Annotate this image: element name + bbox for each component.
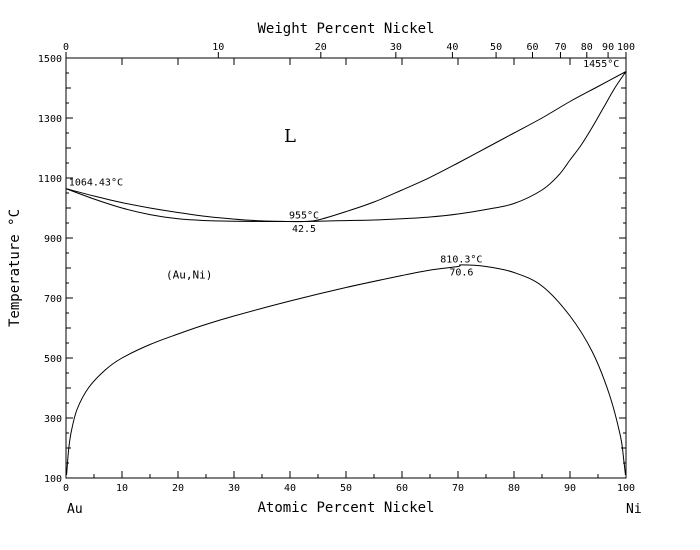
- phase-region-label: L: [284, 126, 296, 147]
- y-tick-label: 100: [44, 474, 62, 485]
- top-tick-label: 40: [446, 42, 458, 53]
- x-tick-label: 0: [63, 483, 69, 494]
- y-tick-label: 1300: [38, 114, 62, 125]
- x-tick-label: 90: [564, 483, 576, 494]
- x-tick-label: 30: [228, 483, 240, 494]
- labels-layer: 0 10 20 30 40 50 60 70 80 90 100100300500700900110…: [38, 42, 635, 494]
- x-tick-label: 80: [508, 483, 520, 494]
- top-tick-label: 0: [63, 42, 69, 53]
- curves-layer: [65, 71, 627, 476]
- top-tick-label: 30: [390, 42, 402, 53]
- miscibility-gap-curve: [66, 264, 626, 476]
- y-tick-label: 1100: [38, 174, 62, 185]
- left-element-label: Au: [67, 502, 83, 517]
- x-tick-label: 70: [452, 483, 464, 494]
- x-tick-label: 20: [172, 483, 184, 494]
- plot-frame: [65, 57, 627, 479]
- annotation-label: 955°C: [289, 211, 319, 222]
- x-axis-title: Atomic Percent Nickel: [257, 500, 434, 516]
- x-tick-label: 100: [617, 483, 635, 494]
- top-tick-label: 70: [554, 42, 566, 53]
- top-tick-label: 90: [602, 42, 614, 53]
- top-tick-label: 80: [581, 42, 593, 53]
- x-tick-label: 60: [396, 483, 408, 494]
- annotation-label: 1455°C: [583, 59, 619, 70]
- annotation-label: 810.3°C: [440, 255, 482, 266]
- y-tick-label: 500: [44, 354, 62, 365]
- top-axis-title: Weight Percent Nickel: [257, 21, 434, 37]
- ticks-layer: [65, 52, 627, 479]
- y-tick-label: 700: [44, 294, 62, 305]
- top-tick-label: 100: [617, 42, 635, 53]
- x-tick-label: 10: [116, 483, 128, 494]
- annotation-label: 70.6: [449, 268, 473, 279]
- x-tick-label: 50: [340, 483, 352, 494]
- y-tick-label: 1500: [38, 54, 62, 65]
- top-tick-label: 60: [526, 42, 538, 53]
- top-tick-label: 50: [490, 42, 502, 53]
- y-tick-label: 300: [44, 414, 62, 425]
- x-tick-label: 40: [284, 483, 296, 494]
- solidus-curve: [65, 71, 627, 223]
- y-axis-title: Temperature °C: [7, 209, 23, 327]
- top-tick-label: 10: [212, 42, 224, 53]
- y-tick-label: 900: [44, 234, 62, 245]
- top-tick-label: 20: [315, 42, 327, 53]
- right-element-label: Ni: [626, 502, 642, 517]
- annotation-label: 1064.43°C: [69, 178, 123, 189]
- annotation-label: 42.5: [292, 224, 316, 235]
- liquidus-curve: [65, 71, 627, 223]
- phase-region-label: (Au,Ni): [166, 269, 212, 282]
